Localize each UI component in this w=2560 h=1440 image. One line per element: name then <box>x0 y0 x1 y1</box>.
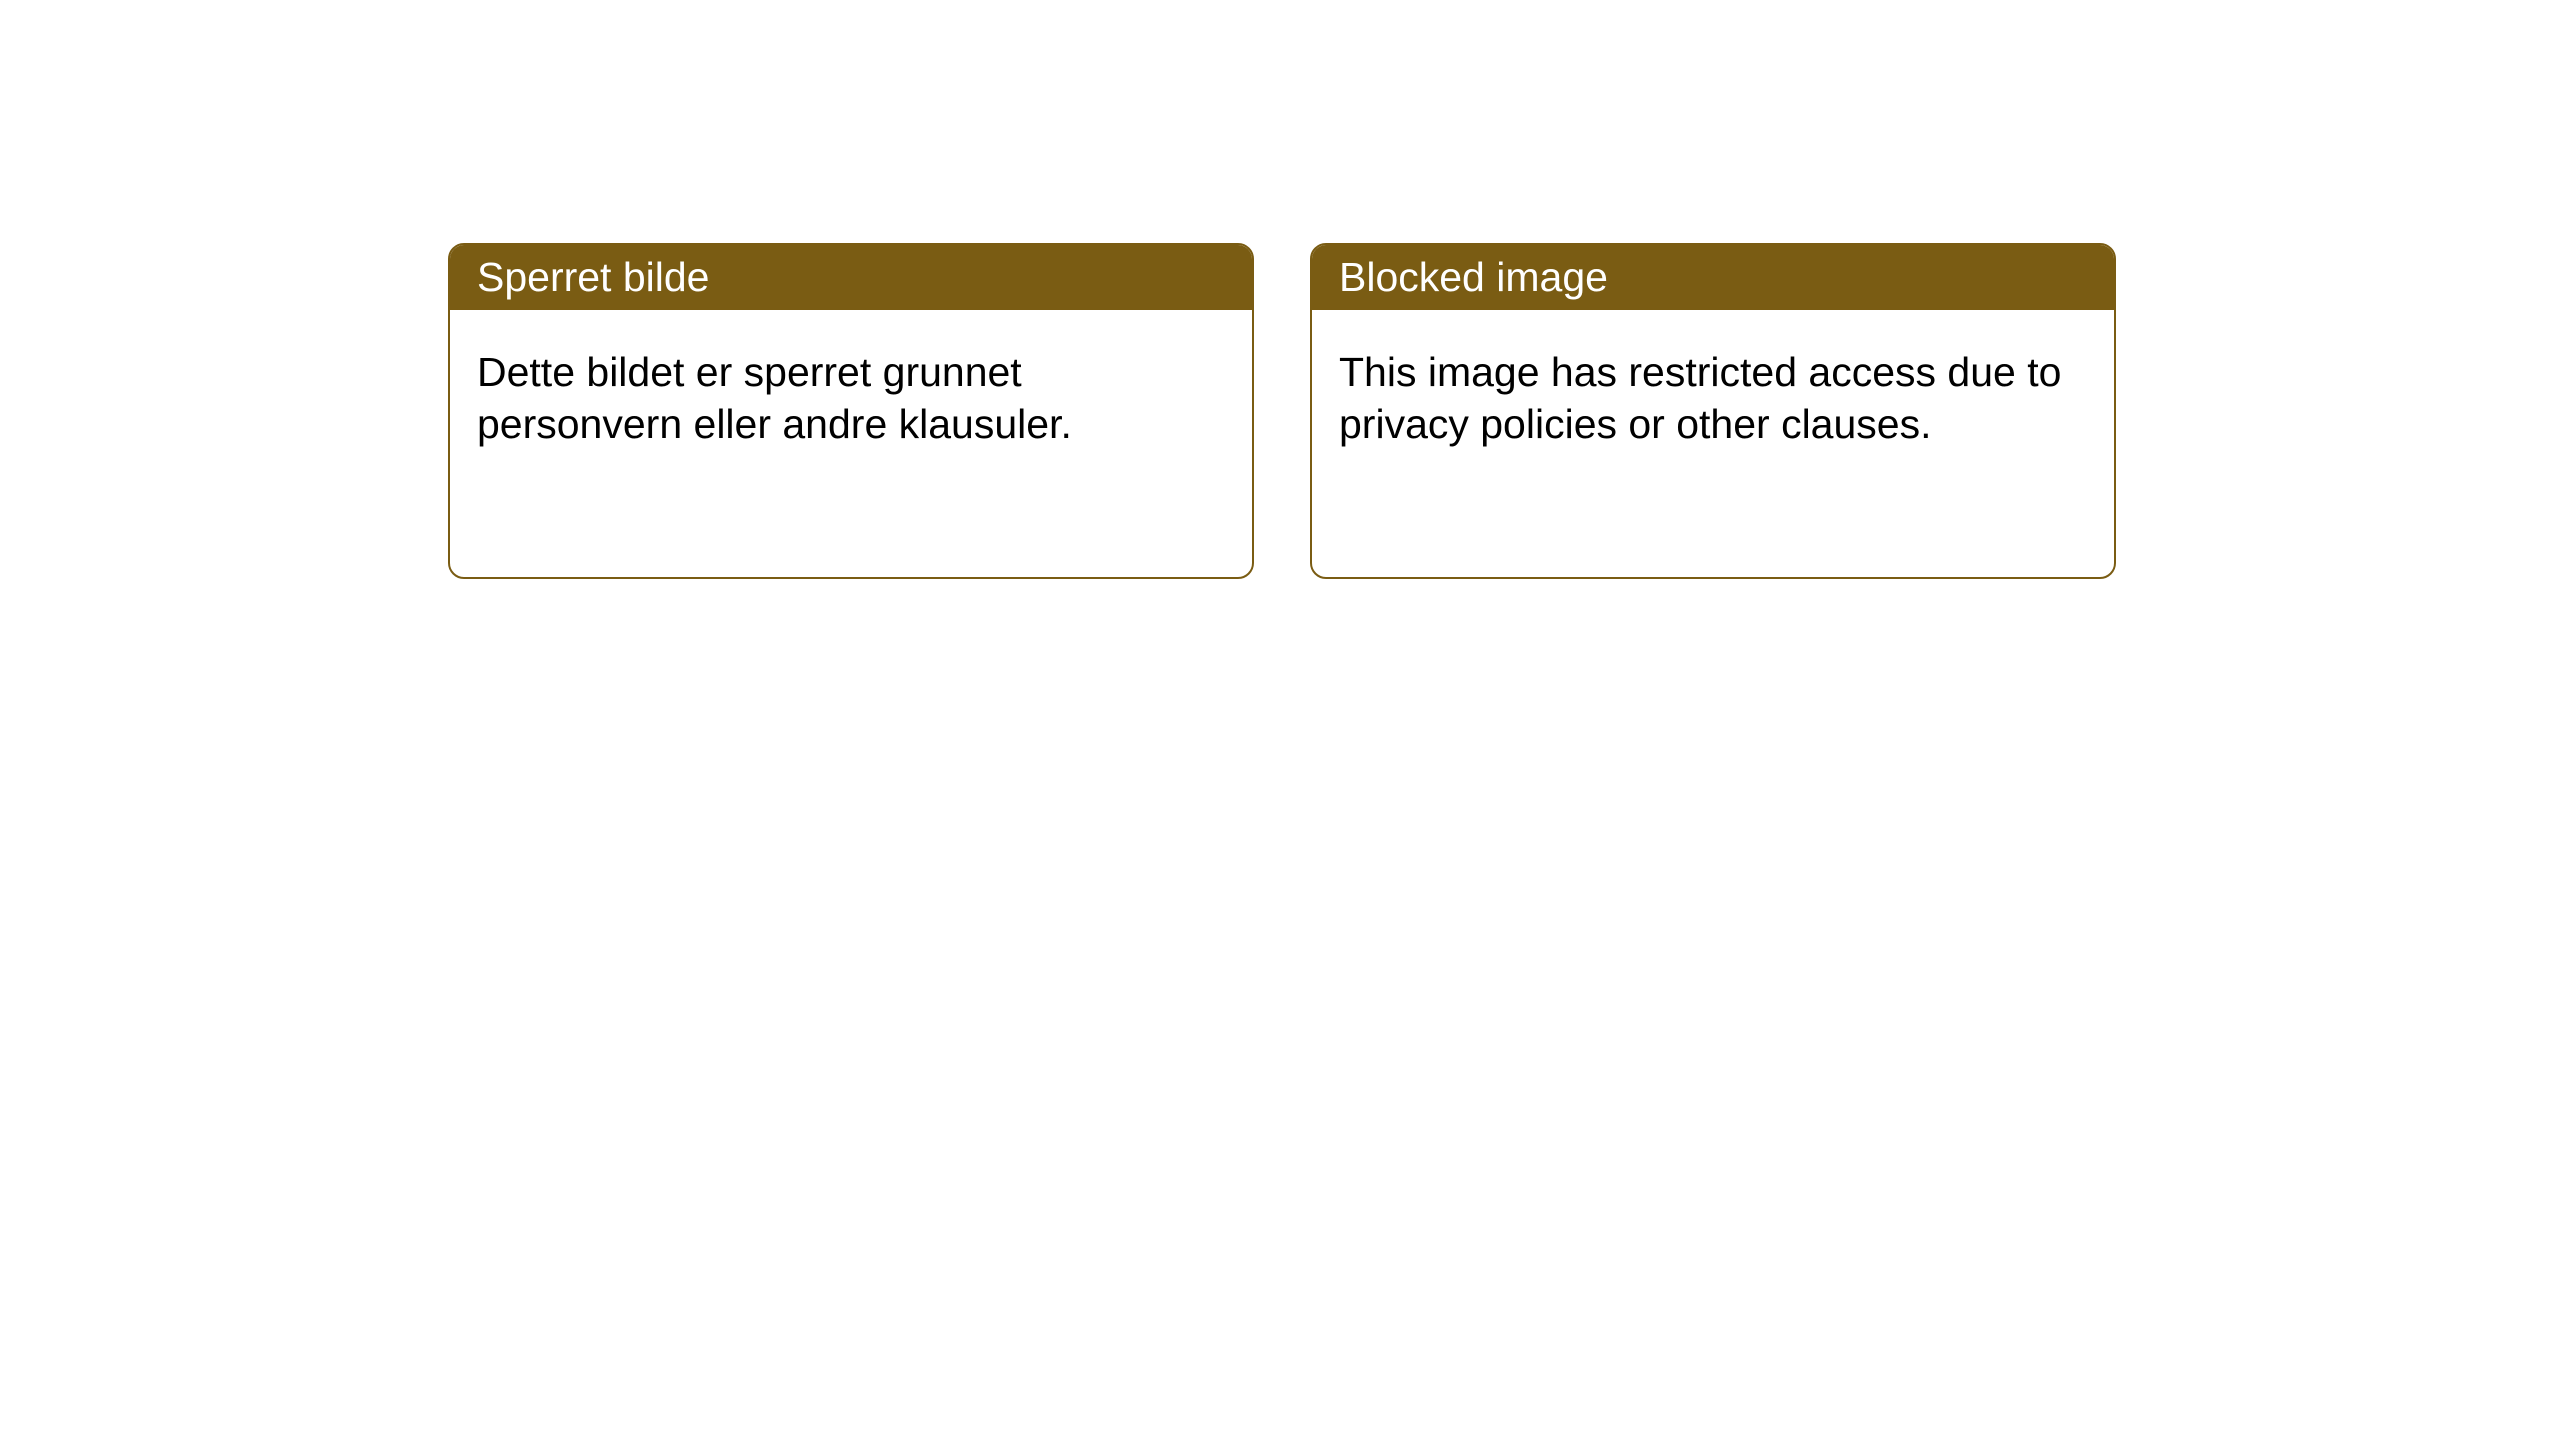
notice-card-body: This image has restricted access due to … <box>1312 310 2114 487</box>
notice-card-header: Sperret bilde <box>450 245 1252 310</box>
notice-container: Sperret bilde Dette bildet er sperret gr… <box>448 243 2116 579</box>
notice-card-header: Blocked image <box>1312 245 2114 310</box>
notice-card-body-text: Dette bildet er sperret grunnet personve… <box>477 349 1072 447</box>
notice-card-body: Dette bildet er sperret grunnet personve… <box>450 310 1252 487</box>
notice-card-norwegian: Sperret bilde Dette bildet er sperret gr… <box>448 243 1254 579</box>
notice-card-english: Blocked image This image has restricted … <box>1310 243 2116 579</box>
notice-card-title: Sperret bilde <box>477 254 709 300</box>
notice-card-title: Blocked image <box>1339 254 1608 300</box>
notice-card-body-text: This image has restricted access due to … <box>1339 349 2061 447</box>
